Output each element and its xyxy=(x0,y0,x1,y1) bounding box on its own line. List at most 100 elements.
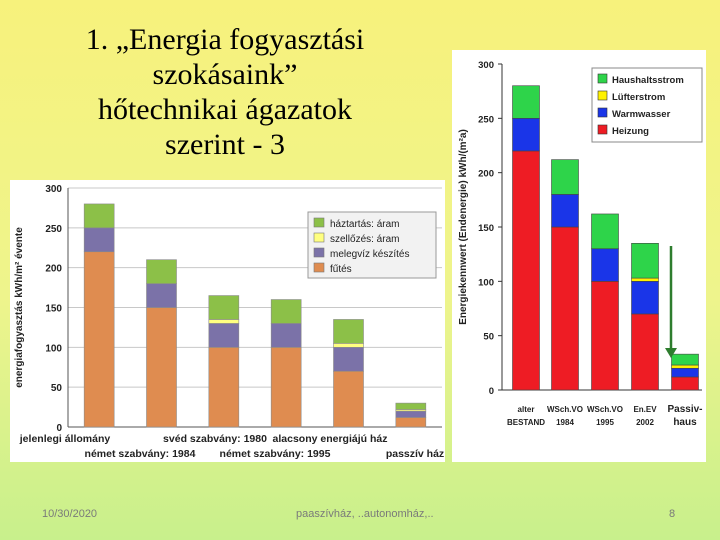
left-chart-panel: 0 50 100 150 200 250 300 energiafogyasztás kWh/… xyxy=(10,180,445,462)
bar-segment xyxy=(551,159,579,195)
y-axis-title: energiafogyasztás kWh/m² évente xyxy=(14,227,25,388)
legend-box xyxy=(591,67,703,143)
title-line: szerint - 3 xyxy=(165,128,285,161)
x-category-label: 2002 xyxy=(636,418,654,427)
x-category-label: német szabvány: 1995 xyxy=(220,448,331,460)
y-tick-label: 50 xyxy=(51,383,63,394)
legend-label: háztartás: áram xyxy=(330,219,399,230)
legend-label: Haushaltsstrom xyxy=(612,75,684,86)
bar-segment xyxy=(551,194,579,228)
legend-label: Warmwasser xyxy=(612,109,671,120)
bar-segment xyxy=(333,319,364,344)
x-category-label: 1984 xyxy=(556,418,574,427)
y-tick-label: 100 xyxy=(45,343,62,354)
x-category-label: német szabvány: 1984 xyxy=(85,448,196,460)
slide-title: 1. „Energia fogyasztási szokásaink” hőte… xyxy=(20,22,430,162)
bar-segment xyxy=(395,402,427,410)
page-number: 8 xyxy=(669,508,676,520)
bar-segment xyxy=(591,213,619,250)
x-category-label: WSch.VO xyxy=(547,405,583,414)
x-category-label: BESTAND xyxy=(507,418,545,427)
legend-swatch xyxy=(313,217,325,228)
y-tick-label: 250 xyxy=(45,224,62,235)
right-chart-panel: 0 50 100 150 200 250 300 Energiekennwert (Enden… xyxy=(452,50,706,462)
bar-segment xyxy=(146,307,177,428)
bar-segment xyxy=(333,347,364,372)
legend-swatch xyxy=(597,107,608,118)
bar-segment xyxy=(631,313,659,391)
bar-segment xyxy=(146,259,177,284)
y-tick-label: 200 xyxy=(45,264,62,275)
legend-label: melegvíz készítés xyxy=(330,249,409,260)
legend-label: Lüfterstrom xyxy=(612,92,665,103)
y-tick-label: 300 xyxy=(45,184,62,195)
bar-segment xyxy=(671,376,699,391)
legend-swatch xyxy=(313,247,325,258)
y-axis-title: Energiekennwert (Endenergie) kWh/(m²a) xyxy=(458,129,469,325)
bar-segment xyxy=(146,283,177,308)
title-line: 1. „Energia fogyasztási xyxy=(85,23,365,56)
bar-segment xyxy=(671,367,699,378)
y-tick-label: 250 xyxy=(478,114,494,125)
bar-segment xyxy=(208,319,240,324)
y-tick-label: 150 xyxy=(45,304,62,315)
bar-segment xyxy=(631,277,659,282)
x-category-label: svéd szabvány: 1980 xyxy=(163,433,267,445)
bar-segment xyxy=(208,295,240,320)
bar-segment xyxy=(208,323,240,348)
bar-segment xyxy=(270,323,302,348)
bar-segment xyxy=(333,343,364,348)
legend-swatch xyxy=(313,262,325,273)
x-category-label: jelenlegi állomány xyxy=(19,433,111,445)
legend-label: fűtés xyxy=(330,264,352,275)
bar-segment xyxy=(591,248,619,282)
title-line: szokásaink” xyxy=(152,58,298,91)
bar-segment xyxy=(83,203,115,229)
right-chart: 0 50 100 150 200 250 300 Energiekennwert (Enden… xyxy=(458,60,703,428)
y-tick-label: 0 xyxy=(56,423,62,434)
x-category-label: Passiv- xyxy=(667,404,702,415)
bar-segment xyxy=(83,251,115,428)
x-category-label: haus xyxy=(673,417,697,428)
y-tick-label: 200 xyxy=(478,169,494,180)
y-tick-label: 50 xyxy=(483,332,494,343)
bar-segment xyxy=(671,364,699,369)
x-category-label: alter xyxy=(518,405,535,414)
legend-swatch xyxy=(313,232,325,243)
x-category-label: alacsony energiájú ház xyxy=(273,433,388,445)
bar-segment xyxy=(270,347,302,428)
footer-text: paaszívház, ..autonomház,.. xyxy=(296,508,434,520)
bar-segment xyxy=(208,347,240,428)
bar-segment xyxy=(395,410,427,418)
legend-label: szellőzés: áram xyxy=(330,234,399,245)
left-chart: 0 50 100 150 200 250 300 energiafogyasztás kWh/… xyxy=(14,184,444,460)
bar-segment xyxy=(333,370,364,428)
bar-segment xyxy=(631,281,659,315)
x-category-label: En.EV xyxy=(633,405,657,414)
bar-segment xyxy=(512,118,540,152)
y-tick-label: 300 xyxy=(478,60,494,71)
x-category-label: passzív ház xyxy=(386,448,444,460)
trend-arrow-head xyxy=(665,348,677,358)
bar-segment xyxy=(395,417,427,428)
bar-segment xyxy=(551,226,579,391)
y-tick-label: 0 xyxy=(489,386,494,397)
legend-box xyxy=(307,211,437,279)
x-category-label: WSch.VO xyxy=(587,405,623,414)
legend-swatch xyxy=(597,73,608,84)
bar-segment xyxy=(512,85,540,119)
bar-segment xyxy=(83,227,115,253)
title-line: hőtechnikai ágazatok xyxy=(97,93,353,126)
y-tick-label: 100 xyxy=(478,277,494,288)
legend-swatch xyxy=(597,124,608,135)
bar-segment xyxy=(270,299,302,324)
footer-date: 10/30/2020 xyxy=(42,508,98,520)
legend-swatch xyxy=(597,90,608,101)
bar-segment xyxy=(512,150,540,391)
bar-segment xyxy=(671,353,699,366)
bar-segment xyxy=(631,243,659,279)
bar-segment xyxy=(591,281,619,391)
x-category-label: 1995 xyxy=(596,418,614,427)
y-tick-label: 150 xyxy=(478,223,494,234)
legend-label: Heizung xyxy=(612,126,649,137)
